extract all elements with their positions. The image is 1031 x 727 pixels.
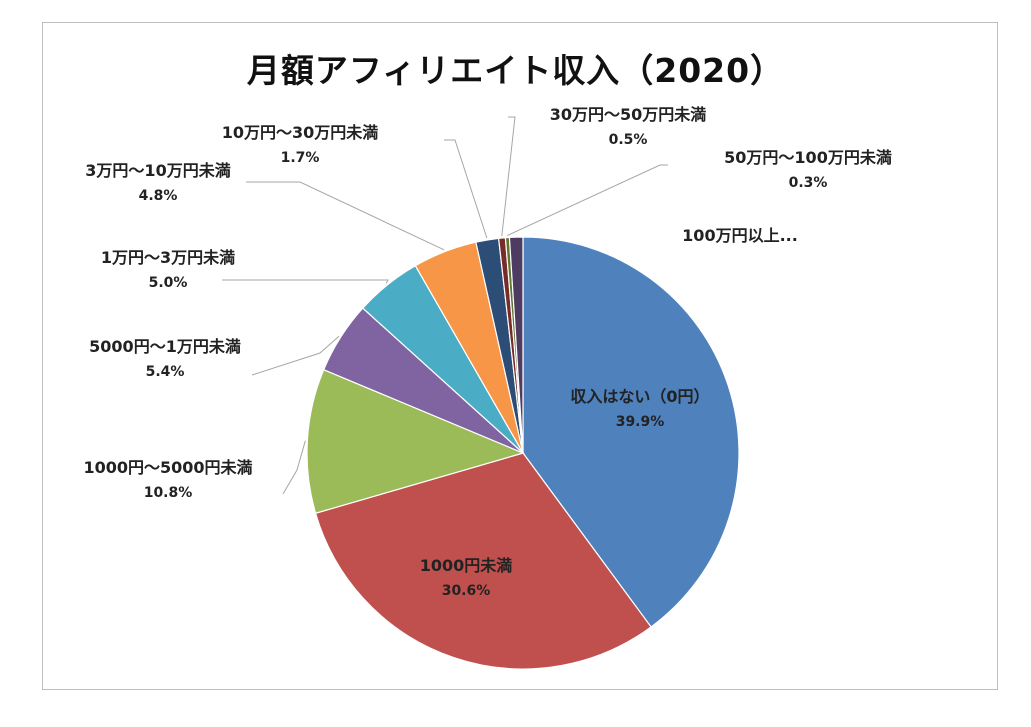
pie-slice <box>508 236 524 454</box>
slice-value-label: 4.8% <box>139 188 178 204</box>
leader-line <box>251 335 340 376</box>
pie-slice <box>522 236 740 628</box>
slice-value-label: 30.6% <box>442 583 491 599</box>
leader-line <box>246 181 445 251</box>
leader-line <box>501 116 516 237</box>
slice-label: 50万円～100万円未満 <box>724 148 892 167</box>
slice-value-label: 5.4% <box>146 364 185 380</box>
slice-label: 収入はない（0円） <box>570 387 709 406</box>
slice-label: 5000円～1万円未満 <box>89 337 241 356</box>
slice-label: 10万円～30万円未満 <box>222 123 379 142</box>
leader-line <box>507 164 668 237</box>
pie-slice <box>314 452 652 670</box>
slice-label: 100万円以上... <box>682 226 798 245</box>
slice-value-label: 1.7% <box>281 150 320 166</box>
slice-label: 30万円～50万円未満 <box>550 105 707 124</box>
pie-slice <box>306 368 525 515</box>
leader-line <box>444 139 488 239</box>
slice-value-label: 5.0% <box>149 275 188 291</box>
slice-label: 1000円未満 <box>420 556 513 575</box>
leader-line <box>222 279 389 284</box>
chart-title: 月額アフィリエイト収入（2020） <box>246 51 785 90</box>
slice-value-label: 10.8% <box>144 485 193 501</box>
slice-value-label: 0.5% <box>609 132 648 148</box>
slice-value-label: 39.9% <box>616 414 665 430</box>
slice-value-label: 0.3% <box>789 175 828 191</box>
leader-line <box>282 440 306 495</box>
slice-label: 3万円～10万円未満 <box>85 161 230 180</box>
slice-label: 1万円～3万円未満 <box>101 248 235 267</box>
slice-label: 1000円～5000円未満 <box>83 458 252 477</box>
